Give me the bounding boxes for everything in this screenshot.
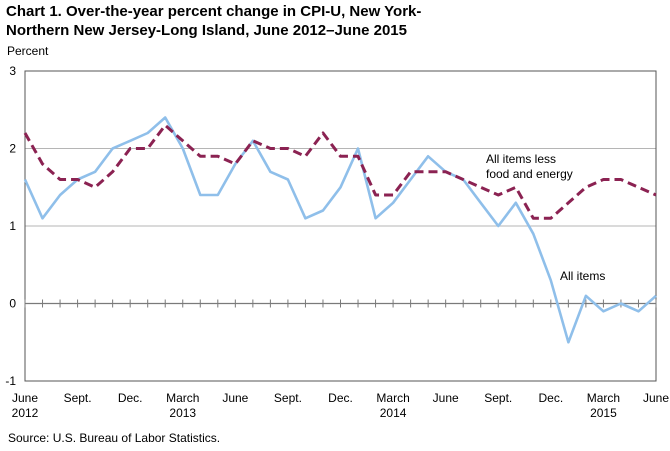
x-tick-label: March	[166, 391, 199, 405]
x-tick-label: 2015	[590, 406, 617, 420]
x-tick-label: 2012	[12, 406, 39, 420]
x-tick-label: Sept.	[484, 391, 512, 405]
x-tick-label: June	[433, 391, 459, 405]
y-tick-label: 2	[9, 142, 16, 156]
x-tick-label: June	[12, 391, 38, 405]
x-tick-label: 2013	[169, 406, 196, 420]
series-label: All items	[560, 269, 605, 283]
x-tick-label: March	[587, 391, 620, 405]
chart-title-line-2: Northern New Jersey-Long Island, June 20…	[6, 22, 407, 39]
y-tick-label: -1	[5, 374, 16, 388]
series-line	[23, 116, 657, 344]
x-tick-label: March	[376, 391, 409, 405]
x-tick-label: Sept.	[274, 391, 302, 405]
chart-title: Chart 1. Over-the-year percent change in…	[6, 2, 656, 40]
x-tick-label: Dec.	[118, 391, 143, 405]
x-tick-label: Dec.	[538, 391, 563, 405]
y-axis-label: Percent	[7, 44, 49, 58]
x-tick-label: Dec.	[328, 391, 353, 405]
x-tick-label: June	[643, 391, 669, 405]
series-label: food and energy	[486, 167, 573, 181]
x-tick-label: 2014	[380, 406, 407, 420]
plot-frame	[24, 70, 657, 382]
x-tick-label: June	[222, 391, 248, 405]
series-label: All items less	[486, 152, 556, 166]
y-tick-label: 1	[9, 219, 16, 233]
source-note: Source: U.S. Bureau of Labor Statistics.	[8, 431, 221, 445]
y-tick-label: 0	[9, 297, 16, 311]
x-tick-label: Sept.	[64, 391, 92, 405]
series-line	[23, 123, 657, 220]
y-tick-label: 3	[9, 64, 16, 78]
chart-title-line-1: Chart 1. Over-the-year percent change in…	[6, 3, 422, 20]
